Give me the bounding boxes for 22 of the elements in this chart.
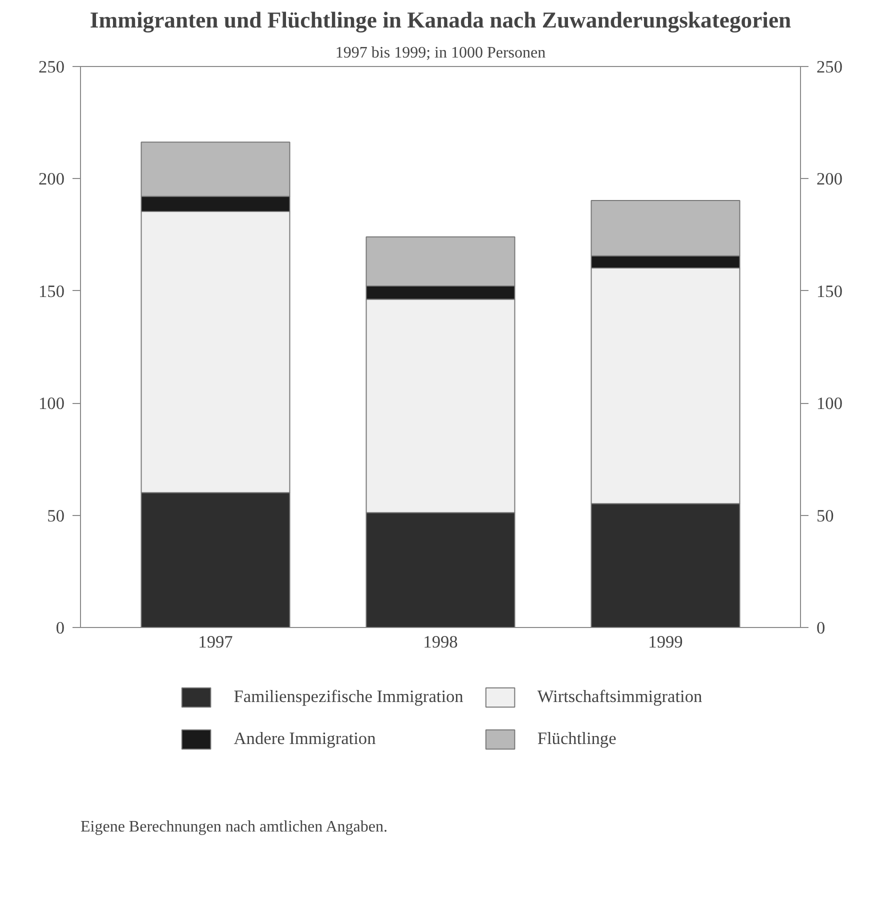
legend-label: Andere Immigration [234,729,376,749]
legend-label: Wirtschaftsimmigration [537,687,702,707]
legend-label: Flüchtlinge [537,729,616,749]
text: Eigene Berechnungen nach amtlichen Angaben. [80,818,388,836]
y2-tick-label: 0 [816,618,826,638]
y-tick-label: 250 [38,58,65,76]
y2-tick-label: 200 [816,170,842,189]
y2-tick-label: 250 [816,58,842,76]
y-tick-label: 100 [38,394,65,414]
chart-subtitle: 1997 bis 1999; in 1000 Personen [335,44,546,62]
y2-tick-label: 150 [816,282,842,301]
y-tick-label: 50 [47,506,64,526]
x-tick-label: 1999 [648,632,683,652]
y-tick-label: 0 [56,618,65,638]
x-tick-label: 1997 [198,632,234,652]
y2-tick-label: 100 [816,394,842,414]
x-tick-label: 1998 [423,632,458,652]
legend-label: Familienspezifische Immigration [234,687,464,707]
y-tick-label: 150 [38,282,65,301]
y-tick-label: 200 [38,170,65,189]
y2-tick-label: 50 [816,506,834,526]
chart-title: Immigranten und Flüchtlinge in Kanada nach Zuwanderungskategorien [90,8,792,32]
